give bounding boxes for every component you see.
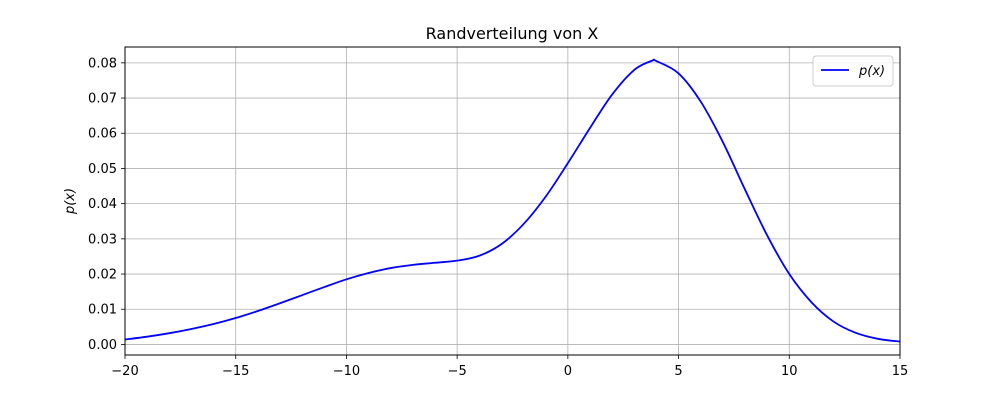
x-axis-ticks: −20 −15 −10 −5 0 5 10 15 — [111, 355, 908, 379]
y-axis-label: p(x) — [63, 188, 78, 215]
y-tick-label: 0.07 — [88, 92, 117, 107]
x-tick-label: 15 — [892, 364, 909, 379]
x-tick-label: −10 — [333, 364, 360, 379]
y-tick-label: 0.05 — [88, 162, 117, 177]
x-tick-label: −5 — [448, 364, 467, 379]
series-layer — [124, 58, 901, 343]
legend-label: p(x) — [858, 64, 885, 79]
series-line — [124, 58, 901, 343]
x-tick-label: 10 — [781, 364, 798, 379]
y-tick-label: 0.03 — [88, 232, 117, 247]
y-tick-label: 0.08 — [88, 56, 117, 71]
x-tick-label: 5 — [674, 364, 682, 379]
x-tick-label: −15 — [222, 364, 249, 379]
y-axis-ticks: 0.00 0.01 0.02 0.03 0.04 0.05 0.06 0.07 0.08 — [88, 56, 125, 353]
y-tick-label: 0.02 — [88, 268, 117, 283]
plot-frame — [124, 46, 901, 356]
legend-box — [812, 55, 894, 87]
y-tick-label: 0.04 — [88, 197, 117, 212]
x-tick-label: −20 — [111, 364, 138, 379]
y-tick-label: 0.00 — [88, 338, 117, 353]
y-tick-label: 0.01 — [88, 303, 117, 318]
legend: p(x) — [812, 55, 894, 87]
x-tick-label: 0 — [564, 364, 572, 379]
y-tick-label: 0.06 — [88, 127, 117, 142]
chart-title: Randverteilung von X — [426, 24, 599, 43]
